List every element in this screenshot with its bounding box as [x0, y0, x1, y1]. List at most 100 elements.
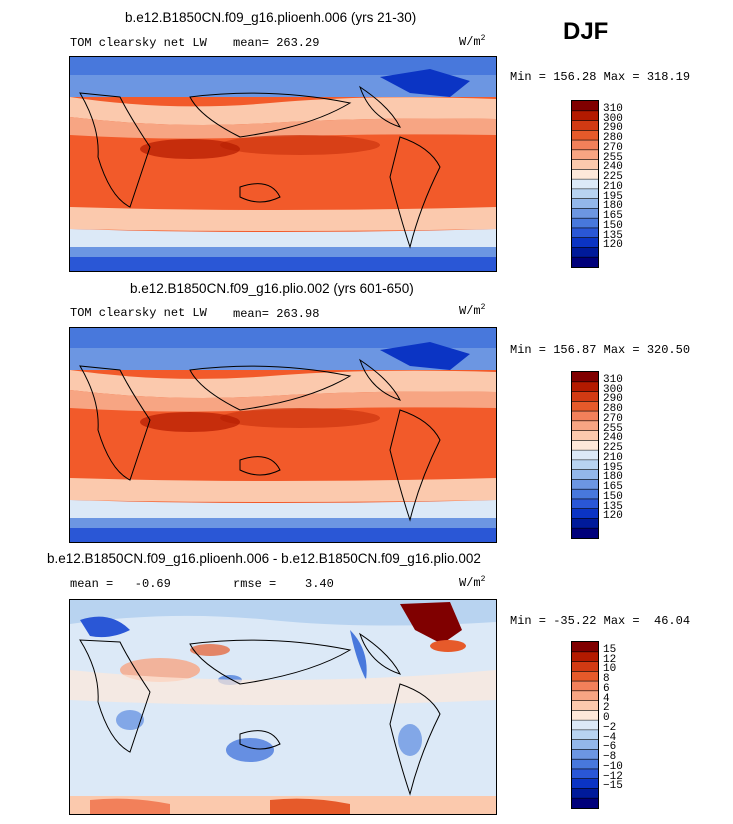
- panel-3-mean: mean = -0.69: [70, 577, 171, 591]
- colorbar-swatch: [572, 498, 598, 510]
- colorbar-tick-label: 255: [603, 422, 623, 435]
- colorbar-swatch: [572, 198, 598, 209]
- panel-3-map: [69, 599, 497, 815]
- colorbar-tick-label: 255: [603, 151, 623, 164]
- colorbar-tick-label: −6: [603, 741, 617, 754]
- colorbar-swatch: [572, 642, 598, 653]
- colorbar-tick-label: 135: [603, 229, 623, 242]
- colorbar-tick-label: 300: [603, 112, 623, 125]
- panel-3-title: b.e12.B1850CN.f09_g16.plioenh.006 - b.e1…: [47, 551, 481, 566]
- colorbar-tick-label: 270: [603, 412, 623, 425]
- colorbar-tick-label: 195: [603, 461, 623, 474]
- panel-1-minmax: Min = 156.28 Max = 318.19: [510, 70, 691, 84]
- panel-1-map: [69, 56, 497, 272]
- colorbar-swatch: [572, 218, 598, 229]
- colorbar-swatch: [572, 720, 598, 731]
- colorbar-swatch: [572, 479, 598, 490]
- colorbar-tick-label: −15: [603, 780, 623, 793]
- colorbar-tick-label: 8: [603, 673, 610, 686]
- panel-2-minmax: Min = 156.87 Max = 320.50: [510, 343, 691, 357]
- colorbar-swatch: [572, 401, 598, 412]
- colorbar-swatch: [572, 528, 598, 539]
- colorbar-tick-label: 310: [603, 102, 623, 115]
- colorbar-tick-label: 165: [603, 481, 623, 494]
- colorbar-tick-label: 4: [603, 692, 610, 705]
- colorbar-swatch: [572, 208, 598, 219]
- panel-2-colorbar-box: [571, 371, 599, 539]
- colorbar-tick-label: 135: [603, 500, 623, 513]
- colorbar-swatch: [572, 120, 598, 131]
- colorbar-swatch: [572, 110, 598, 122]
- colorbar-swatch: [572, 130, 598, 141]
- colorbar-tick-label: 120: [603, 510, 623, 523]
- colorbar-swatch: [572, 798, 598, 809]
- colorbar-tick-label: 280: [603, 132, 623, 145]
- colorbar-swatch: [572, 149, 598, 161]
- colorbar-swatch: [572, 140, 598, 151]
- colorbar-swatch: [572, 739, 598, 750]
- colorbar-swatch: [572, 459, 598, 471]
- panel-2-units: W/m2: [459, 303, 486, 318]
- colorbar-swatch: [572, 430, 598, 441]
- colorbar-tick-label: 210: [603, 451, 623, 464]
- panel-2-variable: TOM clearsky net LW: [70, 306, 207, 320]
- colorbar-tick-label: 10: [603, 663, 617, 676]
- panel-2-map: [69, 327, 497, 543]
- colorbar-swatch: [572, 681, 598, 692]
- colorbar-swatch: [572, 778, 598, 789]
- colorbar-tick-label: 300: [603, 383, 623, 396]
- colorbar-swatch: [572, 237, 598, 248]
- colorbar-tick-label: 12: [603, 653, 617, 666]
- colorbar-swatch: [572, 690, 598, 702]
- colorbar-tick-label: 240: [603, 161, 623, 174]
- colorbar-tick-label: 6: [603, 682, 610, 695]
- colorbar-tick-label: 120: [603, 239, 623, 252]
- colorbar-swatch: [572, 169, 598, 180]
- colorbar-swatch: [572, 411, 598, 422]
- colorbar-swatch: [572, 469, 598, 480]
- colorbar-tick-label: 180: [603, 471, 623, 484]
- colorbar-tick-label: 270: [603, 141, 623, 154]
- colorbar-tick-label: 150: [603, 219, 623, 232]
- panel-1-variable: TOM clearsky net LW: [70, 36, 207, 50]
- colorbar-tick-label: 290: [603, 122, 623, 135]
- colorbar-swatch: [572, 101, 598, 112]
- colorbar-tick-label: 210: [603, 180, 623, 193]
- colorbar-swatch: [572, 450, 598, 461]
- colorbar-tick-label: 225: [603, 171, 623, 184]
- colorbar-tick-label: −8: [603, 751, 617, 764]
- colorbar-tick-label: 290: [603, 393, 623, 406]
- colorbar-tick-label: 280: [603, 403, 623, 416]
- colorbar-swatch: [572, 749, 598, 760]
- colorbar-swatch: [572, 651, 598, 663]
- panel-3-units: W/m2: [459, 575, 486, 590]
- panel-2-mean: mean= 263.98: [233, 307, 320, 321]
- colorbar-swatch: [572, 508, 598, 519]
- panel-1-colorbar-box: [571, 100, 599, 268]
- colorbar-swatch: [572, 372, 598, 383]
- colorbar-swatch: [572, 518, 598, 529]
- colorbar-tick-label: 165: [603, 210, 623, 223]
- season-label: DJF: [563, 18, 609, 45]
- colorbar-tick-label: 15: [603, 643, 617, 656]
- colorbar-swatch: [572, 257, 598, 268]
- colorbar-swatch: [572, 759, 598, 770]
- colorbar-swatch: [572, 788, 598, 799]
- colorbar-swatch: [572, 381, 598, 393]
- colorbar-swatch: [572, 159, 598, 170]
- colorbar-swatch: [572, 700, 598, 711]
- colorbar-swatch: [572, 729, 598, 741]
- colorbar-tick-label: −2: [603, 721, 617, 734]
- panel-3-rmse: rmse = 3.40: [233, 577, 334, 591]
- panel-2-title: b.e12.B1850CN.f09_g16.plio.002 (yrs 601-…: [130, 281, 414, 296]
- colorbar-tick-label: 310: [603, 373, 623, 386]
- colorbar-tick-label: −12: [603, 770, 623, 783]
- colorbar-swatch: [572, 768, 598, 780]
- colorbar-swatch: [572, 671, 598, 682]
- colorbar-swatch: [572, 179, 598, 190]
- colorbar-swatch: [572, 710, 598, 721]
- colorbar-swatch: [572, 391, 598, 402]
- colorbar-tick-label: 2: [603, 702, 610, 715]
- colorbar-swatch: [572, 188, 598, 200]
- panel-3-colorbar-box: [571, 641, 599, 809]
